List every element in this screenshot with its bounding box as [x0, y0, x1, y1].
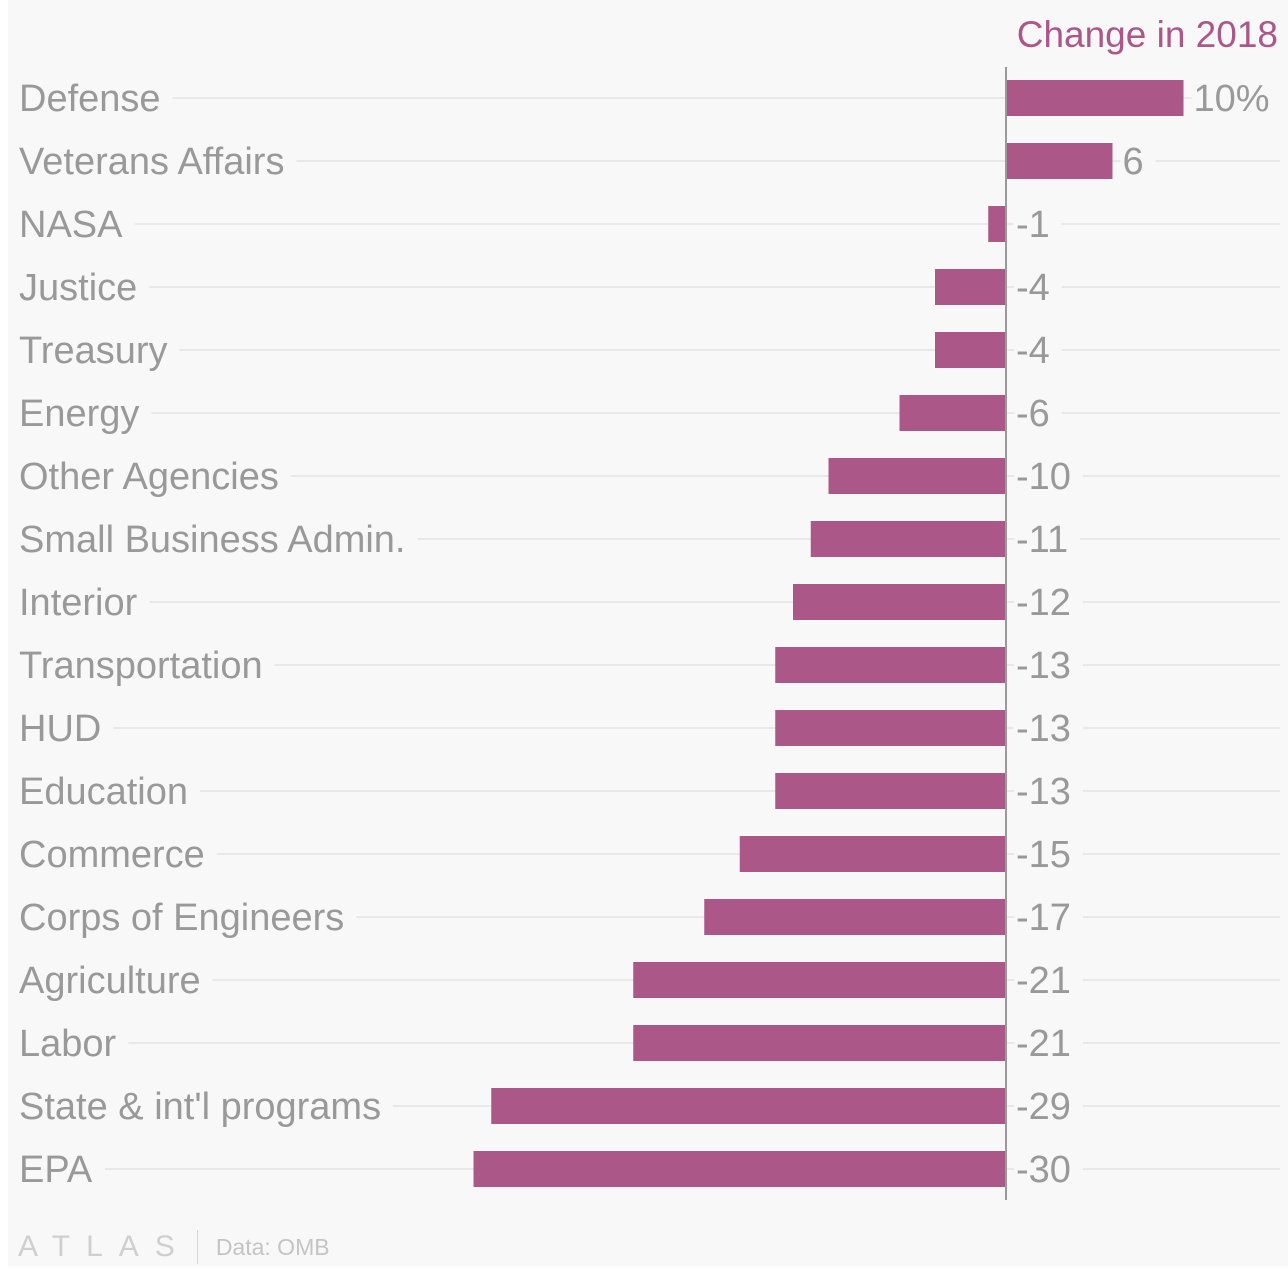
category-label: Other Agencies: [19, 456, 279, 498]
value-label: -4: [1016, 330, 1050, 372]
value-label-background: [1014, 850, 1083, 858]
label-background: [17, 94, 173, 102]
category-label: HUD: [19, 708, 101, 750]
bar: [775, 710, 1006, 746]
value-label: -4: [1016, 267, 1050, 309]
category-label: Agriculture: [19, 960, 201, 1002]
value-label-background: [1014, 913, 1083, 921]
value-label-background: [1014, 787, 1083, 795]
label-background: [17, 1165, 105, 1173]
value-label: -21: [1016, 1023, 1071, 1065]
bar: [935, 332, 1006, 368]
chart-title: Change in 2018: [1017, 14, 1278, 55]
value-label: -21: [1016, 960, 1071, 1002]
bar-chart: Change in 2018 Defense 10% Veterans Affairs…: [17, 14, 1282, 1200]
label-background: [17, 472, 291, 480]
value-label: 6: [1123, 141, 1144, 183]
value-label: -13: [1016, 771, 1071, 813]
value-label-background: [1014, 1165, 1083, 1173]
category-label: NASA: [19, 204, 123, 246]
label-background: [17, 157, 297, 165]
value-label-background: [1014, 283, 1062, 291]
category-label: State & int'l programs: [19, 1086, 381, 1128]
value-label-background: [1014, 220, 1062, 228]
value-label: -30: [1016, 1149, 1071, 1191]
label-background: [17, 787, 201, 795]
category-label: Treasury: [19, 330, 168, 372]
value-label-background: [1191, 94, 1282, 102]
bar: [828, 458, 1006, 494]
label-background: [17, 598, 150, 606]
category-label: Transportation: [19, 645, 263, 687]
label-background: [17, 535, 418, 543]
value-label: -1: [1016, 204, 1050, 246]
label-background: [17, 913, 357, 921]
value-label-background: [1120, 157, 1156, 165]
value-label: -15: [1016, 834, 1071, 876]
value-label-background: [1014, 346, 1062, 354]
value-label-background: [1014, 472, 1083, 480]
bar: [775, 647, 1006, 683]
category-label: Defense: [19, 78, 161, 120]
value-label-background: [1014, 724, 1083, 732]
label-background: [17, 850, 217, 858]
label-background: [17, 976, 213, 984]
value-label-background: [1014, 598, 1083, 606]
data-source: Data: OMB: [215, 1233, 330, 1260]
value-label: -17: [1016, 897, 1071, 939]
atlas-logo: ATLAS: [18, 1230, 191, 1263]
label-background: [17, 1102, 394, 1110]
bar: [491, 1088, 1006, 1124]
category-label: Commerce: [19, 834, 205, 876]
category-label: Small Business Admin.: [19, 519, 406, 561]
label-background: [17, 346, 180, 354]
value-label: -13: [1016, 645, 1071, 687]
category-label: Energy: [19, 393, 139, 435]
bar: [1006, 80, 1184, 116]
category-label: Labor: [19, 1023, 117, 1065]
bar: [935, 269, 1006, 305]
category-label: Veterans Affairs: [19, 141, 284, 183]
label-background: [17, 409, 152, 417]
footer-divider: [196, 1230, 198, 1264]
value-label-background: [1014, 1039, 1083, 1047]
value-label-background: [1014, 1102, 1083, 1110]
bar: [793, 584, 1006, 620]
bar: [473, 1151, 1006, 1187]
bar: [899, 395, 1006, 431]
label-background: [17, 724, 114, 732]
value-label: -12: [1016, 582, 1071, 624]
bar: [810, 521, 1006, 557]
category-label: Justice: [19, 267, 137, 309]
category-label: Education: [19, 771, 188, 813]
value-label-background: [1014, 661, 1083, 669]
bar: [633, 962, 1006, 998]
footer: ATLAS Data: OMB: [18, 1229, 330, 1265]
value-label-background: [1014, 976, 1083, 984]
bar: [775, 773, 1006, 809]
bar: [988, 206, 1006, 242]
label-background: [17, 220, 136, 228]
value-label: 10%: [1194, 78, 1270, 120]
bar: [704, 899, 1006, 935]
label-background: [17, 661, 275, 669]
bar: [1006, 143, 1113, 179]
bar: [633, 1025, 1006, 1061]
value-label: -29: [1016, 1086, 1071, 1128]
label-background: [17, 1039, 129, 1047]
value-label-background: [1014, 409, 1062, 417]
category-label: EPA: [19, 1149, 93, 1191]
label-background: [17, 283, 150, 291]
value-label: -6: [1016, 393, 1050, 435]
bar: [739, 836, 1006, 872]
value-label: -11: [1016, 519, 1068, 561]
category-label: Interior: [19, 582, 138, 624]
value-label: -10: [1016, 456, 1071, 498]
value-label-background: [1014, 535, 1081, 543]
value-label: -13: [1016, 708, 1071, 750]
category-label: Corps of Engineers: [19, 897, 344, 939]
